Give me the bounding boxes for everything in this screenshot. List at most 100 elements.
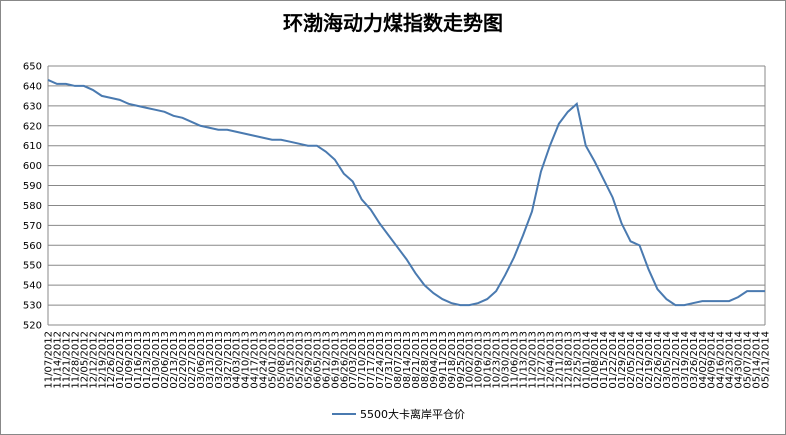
y-tick-label: 560 [23, 241, 42, 252]
x-tick-label: 03/27/2013 [223, 331, 234, 389]
x-tick-label: 05/07/2014 [743, 331, 754, 389]
x-tick-label: 03/05/2014 [662, 331, 673, 389]
x-tick-label: 11/21/2012 [61, 331, 72, 389]
x-tick-label: 04/24/2013 [259, 331, 270, 389]
x-tick-label: 04/23/2014 [725, 331, 736, 389]
y-tick-label: 540 [23, 281, 42, 292]
x-tick-label: 12/26/2012 [106, 331, 117, 389]
y-tick-label: 640 [23, 81, 42, 92]
x-tick-label: 11/13/2013 [519, 331, 530, 389]
x-tick-label: 01/16/2013 [133, 331, 144, 389]
x-tick-label: 11/14/2012 [52, 331, 63, 389]
x-tick-label: 01/29/2014 [617, 331, 628, 389]
x-tick-label: 05/01/2013 [268, 331, 279, 389]
x-tick-label: 01/02/2013 [115, 331, 126, 389]
x-tick-label: 06/26/2013 [339, 331, 350, 389]
x-tick-label: 06/12/2013 [321, 331, 332, 389]
x-tick-label: 02/13/2013 [169, 331, 180, 389]
x-tick-label: 03/19/2014 [680, 331, 691, 389]
x-tick-label: 01/09/2013 [124, 331, 135, 389]
y-tick-label: 530 [23, 301, 42, 312]
x-tick-label: 10/02/2013 [465, 331, 476, 389]
y-tick-label: 590 [23, 181, 42, 192]
x-tick-label: 03/20/2013 [214, 331, 225, 389]
x-tick-label: 05/21/2014 [761, 331, 772, 389]
x-tick-label: 07/03/2013 [348, 331, 359, 389]
x-tick-label: 04/17/2013 [250, 331, 261, 389]
x-tick-label: 03/06/2013 [196, 331, 207, 389]
y-tick-label: 570 [23, 221, 42, 232]
y-tick-label: 580 [23, 201, 42, 212]
series-line [47, 79, 765, 307]
x-tick-label: 03/26/2014 [689, 331, 700, 389]
x-tick-label: 03/13/2013 [205, 331, 216, 389]
x-tick-label: 06/05/2013 [312, 331, 323, 389]
x-tick-label: 10/09/2013 [474, 331, 485, 389]
x-tick-label: 11/28/2012 [70, 331, 81, 389]
x-tick-label: 07/24/2013 [375, 331, 386, 389]
x-tick-label: 12/04/2013 [545, 331, 556, 389]
x-tick-label: 02/27/2013 [187, 331, 198, 389]
y-tick-label: 620 [23, 121, 42, 132]
x-tick-label: 11/27/2013 [536, 331, 547, 389]
x-tick-label: 11/20/2013 [527, 331, 538, 389]
x-tick-label: 09/18/2013 [447, 331, 458, 389]
x-tick-label: 10/23/2013 [492, 331, 503, 389]
x-tick-label: 02/12/2014 [635, 331, 646, 389]
x-tick-label: 12/25/2013 [572, 331, 583, 389]
x-tick-label: 09/11/2013 [438, 331, 449, 389]
x-tick-label: 12/19/2012 [97, 331, 108, 389]
x-tick-label: 01/15/2014 [599, 331, 610, 389]
x-tick-label: 02/20/2013 [178, 331, 189, 389]
x-tick-label: 09/25/2013 [456, 331, 467, 389]
x-tick-label: 07/17/2013 [366, 331, 377, 389]
x-tick-label: 02/06/2013 [160, 331, 171, 389]
x-tick-label: 02/26/2014 [653, 331, 664, 389]
x-tick-label: 01/08/2014 [590, 331, 601, 389]
x-tick-label: 04/03/2013 [232, 331, 243, 389]
x-tick-label: 07/31/2013 [384, 331, 395, 389]
y-tick-label: 630 [23, 101, 42, 112]
x-tick-label: 10/30/2013 [501, 331, 512, 389]
x-tick-label: 12/12/2012 [88, 331, 99, 389]
x-tick-label: 10/16/2013 [483, 331, 494, 389]
y-tick-label: 600 [23, 161, 42, 172]
x-tick-label: 05/14/2014 [752, 331, 763, 389]
x-tick-label: 04/09/2014 [707, 331, 718, 389]
x-tick-label: 09/04/2013 [429, 331, 440, 389]
x-tick-label: 08/28/2013 [420, 331, 431, 389]
x-tick-label: 03/12/2014 [671, 331, 682, 389]
x-tick-label: 11/07/2012 [44, 331, 55, 389]
x-tick-label: 02/19/2014 [644, 331, 655, 389]
x-tick-label: 05/15/2013 [285, 331, 296, 389]
x-tick-label: 05/29/2013 [303, 331, 314, 389]
legend-label: 5500大卡离岸平仓价 [360, 407, 465, 421]
x-tick-label: 01/22/2014 [608, 331, 619, 389]
chart-title: 环渤海动力煤指数走势图 [283, 11, 503, 35]
x-tick-label: 04/16/2014 [716, 331, 727, 389]
x-tick-label: 01/23/2013 [142, 331, 153, 389]
x-tick-label: 08/07/2013 [393, 331, 404, 389]
x-tick-label: 08/14/2013 [402, 331, 413, 389]
x-tick-label: 12/05/2012 [79, 331, 90, 389]
x-tick-label: 06/19/2013 [330, 331, 341, 389]
x-tick-label: 01/01/2014 [581, 331, 592, 389]
x-tick-label: 04/10/2013 [241, 331, 252, 389]
y-tick-label: 650 [23, 62, 42, 73]
x-tick-label: 04/30/2014 [734, 331, 745, 389]
y-tick-label: 610 [23, 141, 42, 152]
x-tick-label: 08/21/2013 [411, 331, 422, 389]
x-tick-label: 05/22/2013 [294, 331, 305, 389]
x-tick-label: 11/06/2013 [510, 331, 521, 389]
x-tick-label: 07/10/2013 [357, 331, 368, 389]
x-tick-label: 05/08/2013 [277, 331, 288, 389]
x-tick-label: 01/30/2013 [151, 331, 162, 389]
x-tick-label: 12/11/2013 [554, 331, 565, 389]
x-tick-label: 02/05/2014 [626, 331, 637, 389]
y-tick-label: 550 [23, 261, 42, 272]
x-tick-label: 12/18/2013 [563, 331, 574, 389]
x-tick-label: 04/02/2014 [698, 331, 709, 389]
y-tick-label: 520 [23, 321, 42, 332]
